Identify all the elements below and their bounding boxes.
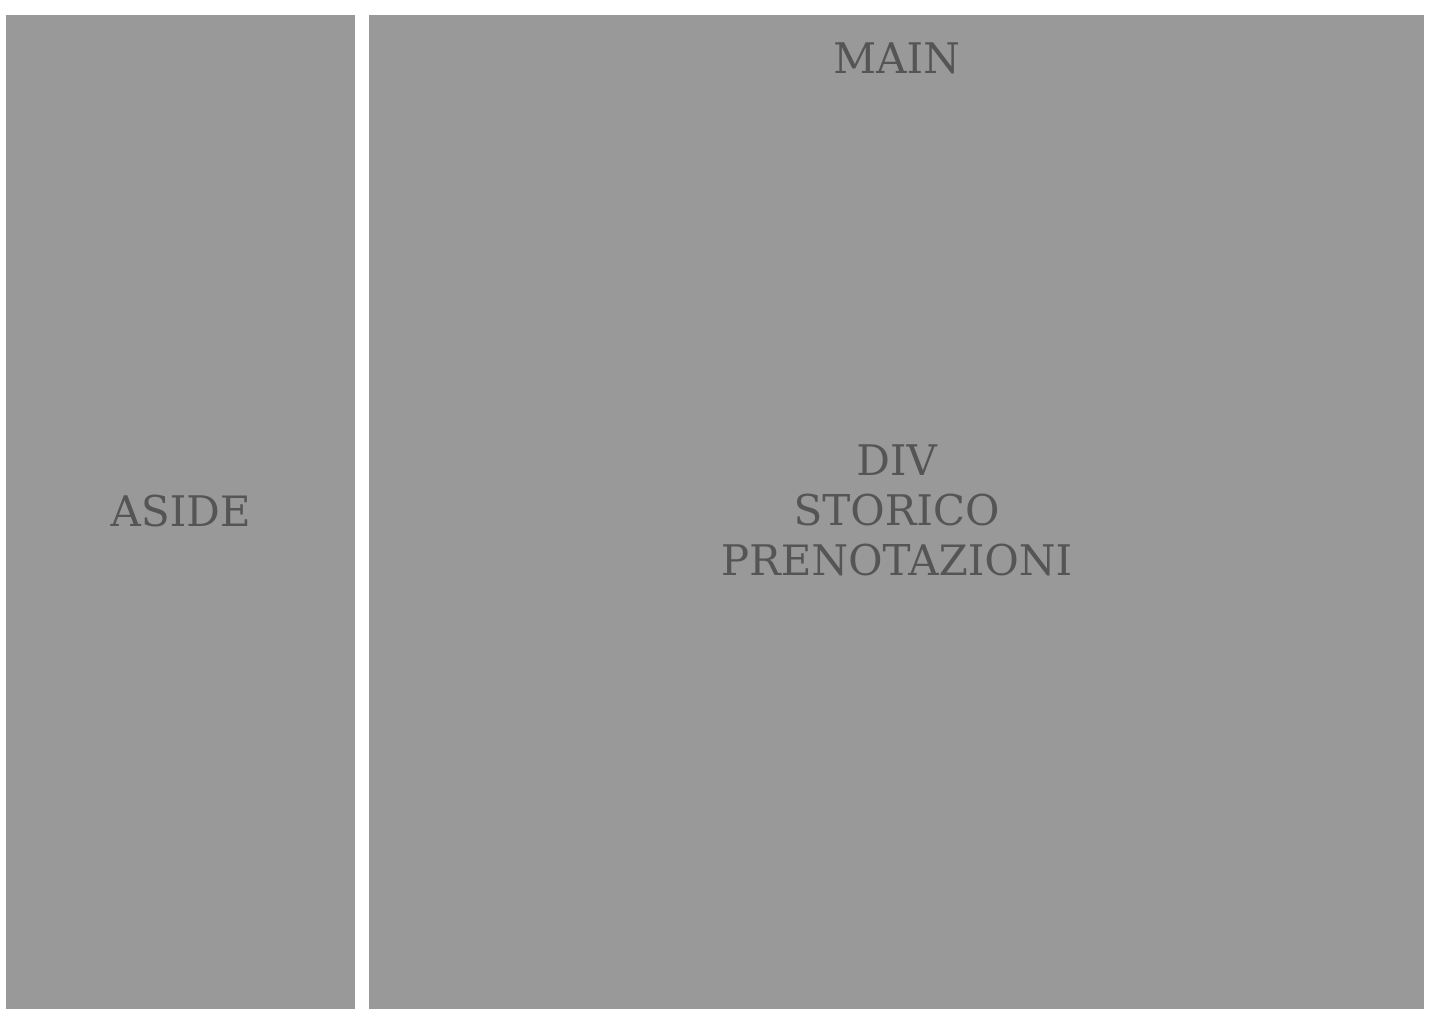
aside-label: ASIDE xyxy=(110,487,251,536)
div-label-line-1: DIV xyxy=(856,436,937,485)
main-panel: MAIN DIV STORICO PRENOTAZIONI xyxy=(369,15,1424,1009)
div-label-line-2: STORICO xyxy=(793,486,1000,535)
div-label-line-3: PRENOTAZIONI xyxy=(720,536,1073,585)
storico-prenotazioni-block: DIV STORICO PRENOTAZIONI xyxy=(369,436,1424,586)
aside-panel: ASIDE xyxy=(6,15,355,1009)
main-title: MAIN xyxy=(833,34,960,83)
